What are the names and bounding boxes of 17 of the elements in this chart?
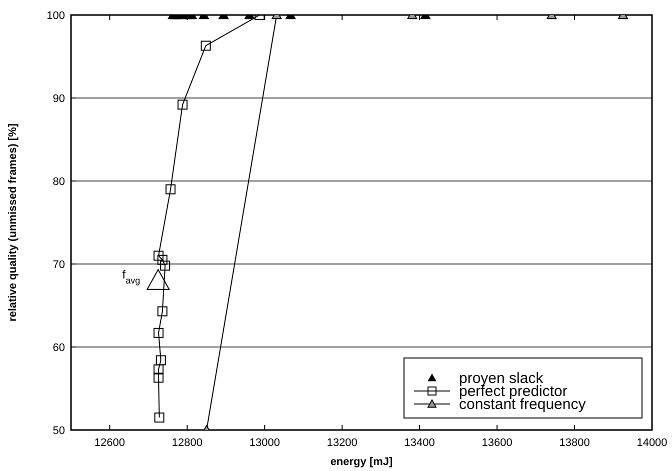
annotation: f$_{avg}$ [122,268,140,286]
y-tick-label: 90 [52,93,65,105]
x-tick-label: 12800 [172,437,202,449]
x-tick-label: 13800 [559,437,590,449]
x-tick-label: 13400 [404,437,435,449]
x-tick-label: 13200 [326,437,358,449]
x-tick-label: 13000 [249,437,280,449]
x-axis-title: energy [mJ] [330,456,394,468]
y-tick-label: 70 [52,259,65,271]
x-tick-label: 14000 [636,437,668,449]
y-tick-label: 50 [52,425,65,437]
y-tick-label: 80 [52,176,65,188]
x-tick-label: 12600 [94,437,126,449]
y-tick-label: 100 [46,10,65,22]
y-axis-title: relative quality (unmissed frames) [%] [7,123,19,322]
y-tick-label: 60 [52,342,65,354]
x-tick-label: 13600 [482,437,512,449]
